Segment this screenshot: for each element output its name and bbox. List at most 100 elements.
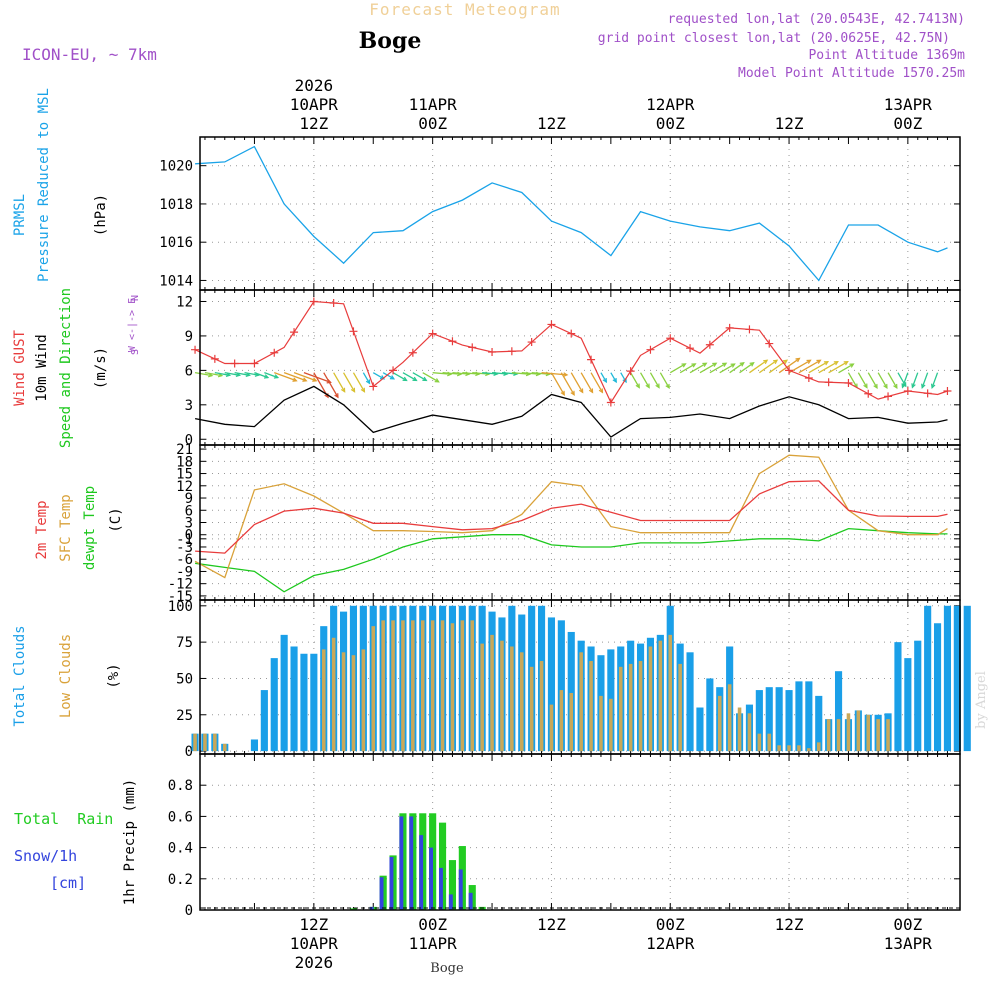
- low-cloud-bar: [816, 742, 821, 752]
- clouds-panel: 0 25 50 75 100 Total Clouds Low Clouds (%): [12, 599, 971, 760]
- rain-bar: [438, 822, 447, 910]
- wind-arrowhead: [365, 379, 371, 385]
- gust-marker: [428, 329, 437, 338]
- y-tick-label: 15: [176, 467, 193, 483]
- wind-arrow: [699, 362, 717, 374]
- total-cloud-bar: [250, 739, 259, 752]
- wind-arrowhead: [795, 357, 801, 363]
- wind-speed-line: [194, 385, 948, 438]
- product-title: Forecast Meteogram: [369, 0, 560, 19]
- wind-arrow: [847, 372, 858, 388]
- wind-arrowhead: [263, 374, 270, 379]
- dewpoint-line: [195, 527, 948, 593]
- low-cloud-bar: [193, 733, 197, 752]
- low-cloud-bar: [510, 646, 514, 752]
- wind-arrow: [729, 362, 745, 374]
- snow-bar: [458, 869, 463, 910]
- wind-arrowhead: [422, 376, 428, 382]
- wind-arrow: [639, 372, 650, 388]
- total-cloud-bar: [567, 631, 575, 752]
- low-cloud-bar: [420, 620, 425, 752]
- gust-marker: [864, 389, 873, 398]
- gust-marker: [884, 392, 893, 401]
- total-cloud-bar: [795, 681, 803, 752]
- wind-arrowhead: [763, 359, 769, 365]
- compass-n: N: [130, 295, 141, 301]
- wind-arrowhead: [930, 383, 936, 389]
- wind-arrowhead: [665, 383, 670, 390]
- wind-arrow: [838, 363, 854, 374]
- total-cloud-bar: [290, 646, 298, 752]
- wind-arrowhead: [806, 359, 812, 364]
- wind-gust-markers: [191, 297, 952, 407]
- wind-arrowhead: [739, 362, 745, 367]
- low-cloud-bar: [638, 661, 643, 752]
- gust-marker: [844, 379, 853, 387]
- gust-marker: [824, 378, 833, 387]
- top-time-label: 2026: [295, 76, 334, 95]
- wind-arrowhead: [749, 362, 755, 367]
- rain-bar: [349, 908, 358, 910]
- low-cloud-bar: [549, 704, 554, 752]
- wind-arrowhead: [730, 363, 736, 368]
- wind-arrowhead: [602, 377, 608, 384]
- cloud-bars: [191, 605, 971, 752]
- total-cloud-bar: [557, 620, 565, 752]
- wind-arrow: [491, 372, 508, 375]
- wind-arrow: [739, 362, 755, 374]
- low-cloud-bar: [470, 620, 475, 752]
- low-cloud-bar: [371, 626, 376, 752]
- dewpt-temp-label: dewpt Temp: [82, 486, 98, 570]
- low-cloud-bar: [767, 733, 772, 752]
- wind-arrowhead: [863, 383, 868, 389]
- snow-bar: [379, 877, 384, 910]
- low-cloud-bar: [866, 714, 871, 752]
- wind-arrow: [580, 372, 594, 393]
- wind-arrow: [630, 372, 640, 388]
- wind-arrowhead: [901, 383, 906, 389]
- low-cloud-bar: [490, 634, 494, 752]
- wind-arrowhead: [350, 387, 356, 393]
- low-cloud-bar: [658, 640, 663, 752]
- gridpoint-coords: grid point closest lon,lat (20.0625E, 42…: [598, 31, 950, 46]
- low-cloud-bar: [648, 646, 653, 752]
- 2m-temp-label: 2m Temp: [34, 500, 50, 559]
- y-tick-label: -6: [176, 552, 193, 568]
- rain-bar: [448, 860, 457, 910]
- gust-marker: [804, 374, 813, 383]
- wind-arrowhead: [588, 388, 594, 394]
- total-cloud-bar: [280, 634, 288, 752]
- gust-marker: [369, 382, 378, 391]
- gust-marker: [547, 320, 556, 329]
- y-tick-label: 75: [176, 635, 193, 651]
- wind-arrowhead: [360, 387, 366, 393]
- low-cloud-bar: [846, 713, 851, 752]
- wind-arrow: [560, 372, 575, 396]
- wind-arrowhead: [334, 393, 339, 399]
- gust-marker: [765, 339, 774, 348]
- wind-direction-arrows: [194, 357, 939, 399]
- wind-arrow: [382, 372, 395, 380]
- low-cloud-bar: [777, 745, 781, 752]
- snow-unit-label: [cm]: [50, 874, 86, 892]
- wind-arrowhead: [389, 375, 396, 380]
- wind-arrowhead: [893, 383, 898, 390]
- snow-label: Snow/1h: [14, 847, 77, 865]
- gust-marker: [488, 348, 497, 356]
- gust-marker: [606, 398, 615, 407]
- wind-arrow: [352, 372, 366, 393]
- top-time-label: 12APR: [646, 95, 695, 114]
- low-cloud-bar: [609, 698, 613, 752]
- gust-marker: [230, 359, 239, 368]
- wind-arrow: [758, 359, 778, 374]
- wind-arrowhead: [772, 359, 779, 365]
- low-cloud-bar: [717, 695, 722, 752]
- total-cloud-bar: [963, 605, 971, 752]
- low-cloud-bar: [480, 643, 484, 752]
- wind-arrowhead: [635, 383, 640, 389]
- gust-marker: [903, 387, 912, 396]
- snow-bar: [409, 816, 414, 910]
- low-cloud-bar: [747, 713, 752, 752]
- y-tick-label: 1020: [159, 159, 193, 175]
- wind-arrowhead: [722, 362, 728, 367]
